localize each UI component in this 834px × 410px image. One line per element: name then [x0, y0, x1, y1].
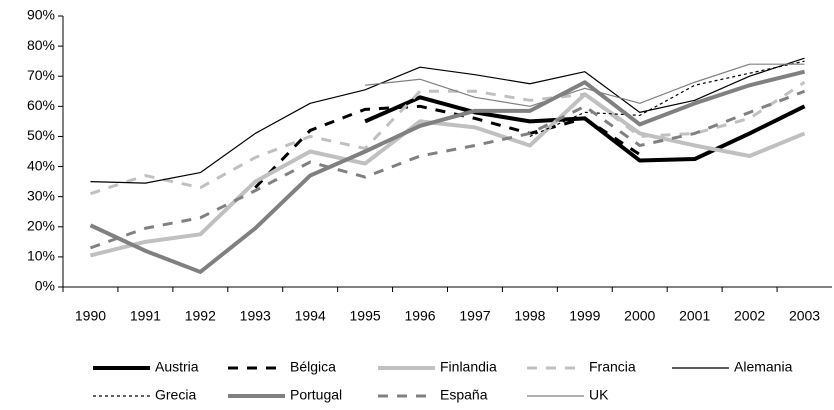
legend-label: Alemania — [734, 359, 793, 375]
x-tick-label: 1995 — [350, 308, 381, 324]
y-tick-label: 20% — [27, 217, 55, 233]
y-tick-label: 10% — [27, 248, 55, 264]
legend-label: España — [440, 387, 488, 403]
legend-label: Bélgica — [290, 359, 336, 375]
series-line — [365, 63, 805, 107]
x-tick-label: 1991 — [130, 308, 161, 324]
series-line — [529, 60, 805, 137]
y-tick-label: 0% — [35, 278, 55, 294]
x-tick-label: 1990 — [75, 308, 106, 324]
x-tick-label: 1999 — [569, 308, 600, 324]
legend-label: Austria — [155, 359, 199, 375]
x-tick-label: 1994 — [295, 308, 326, 324]
y-tick-label: 90% — [27, 7, 55, 23]
series-line — [89, 92, 806, 258]
y-tick-label: 40% — [27, 157, 55, 173]
x-tick-label: 1992 — [185, 308, 216, 324]
series-line — [90, 57, 805, 184]
series-line — [364, 95, 806, 163]
y-tick-label: 60% — [27, 97, 55, 113]
legend-label: Finlandia — [440, 359, 497, 375]
y-tick-label: 80% — [27, 37, 55, 53]
y-tick-label: 70% — [27, 67, 55, 83]
legend-label: Francia — [589, 359, 636, 375]
x-tick-label: 1998 — [514, 308, 545, 324]
legend-label: Grecia — [155, 387, 196, 403]
x-tick-label: 2003 — [789, 308, 820, 324]
x-tick-label: 2000 — [624, 308, 655, 324]
legend-label: UK — [589, 387, 609, 403]
legend-label: Portugal — [290, 387, 342, 403]
x-tick-label: 2002 — [734, 308, 765, 324]
series-line — [89, 80, 806, 196]
y-tick-label: 50% — [27, 127, 55, 143]
x-tick-label: 1993 — [240, 308, 271, 324]
series-line — [89, 69, 806, 274]
y-tick-label: 30% — [27, 187, 55, 203]
x-tick-label: 1997 — [459, 308, 490, 324]
x-tick-label: 2001 — [679, 308, 710, 324]
x-tick-label: 1996 — [404, 308, 435, 324]
series-line — [89, 89, 806, 250]
